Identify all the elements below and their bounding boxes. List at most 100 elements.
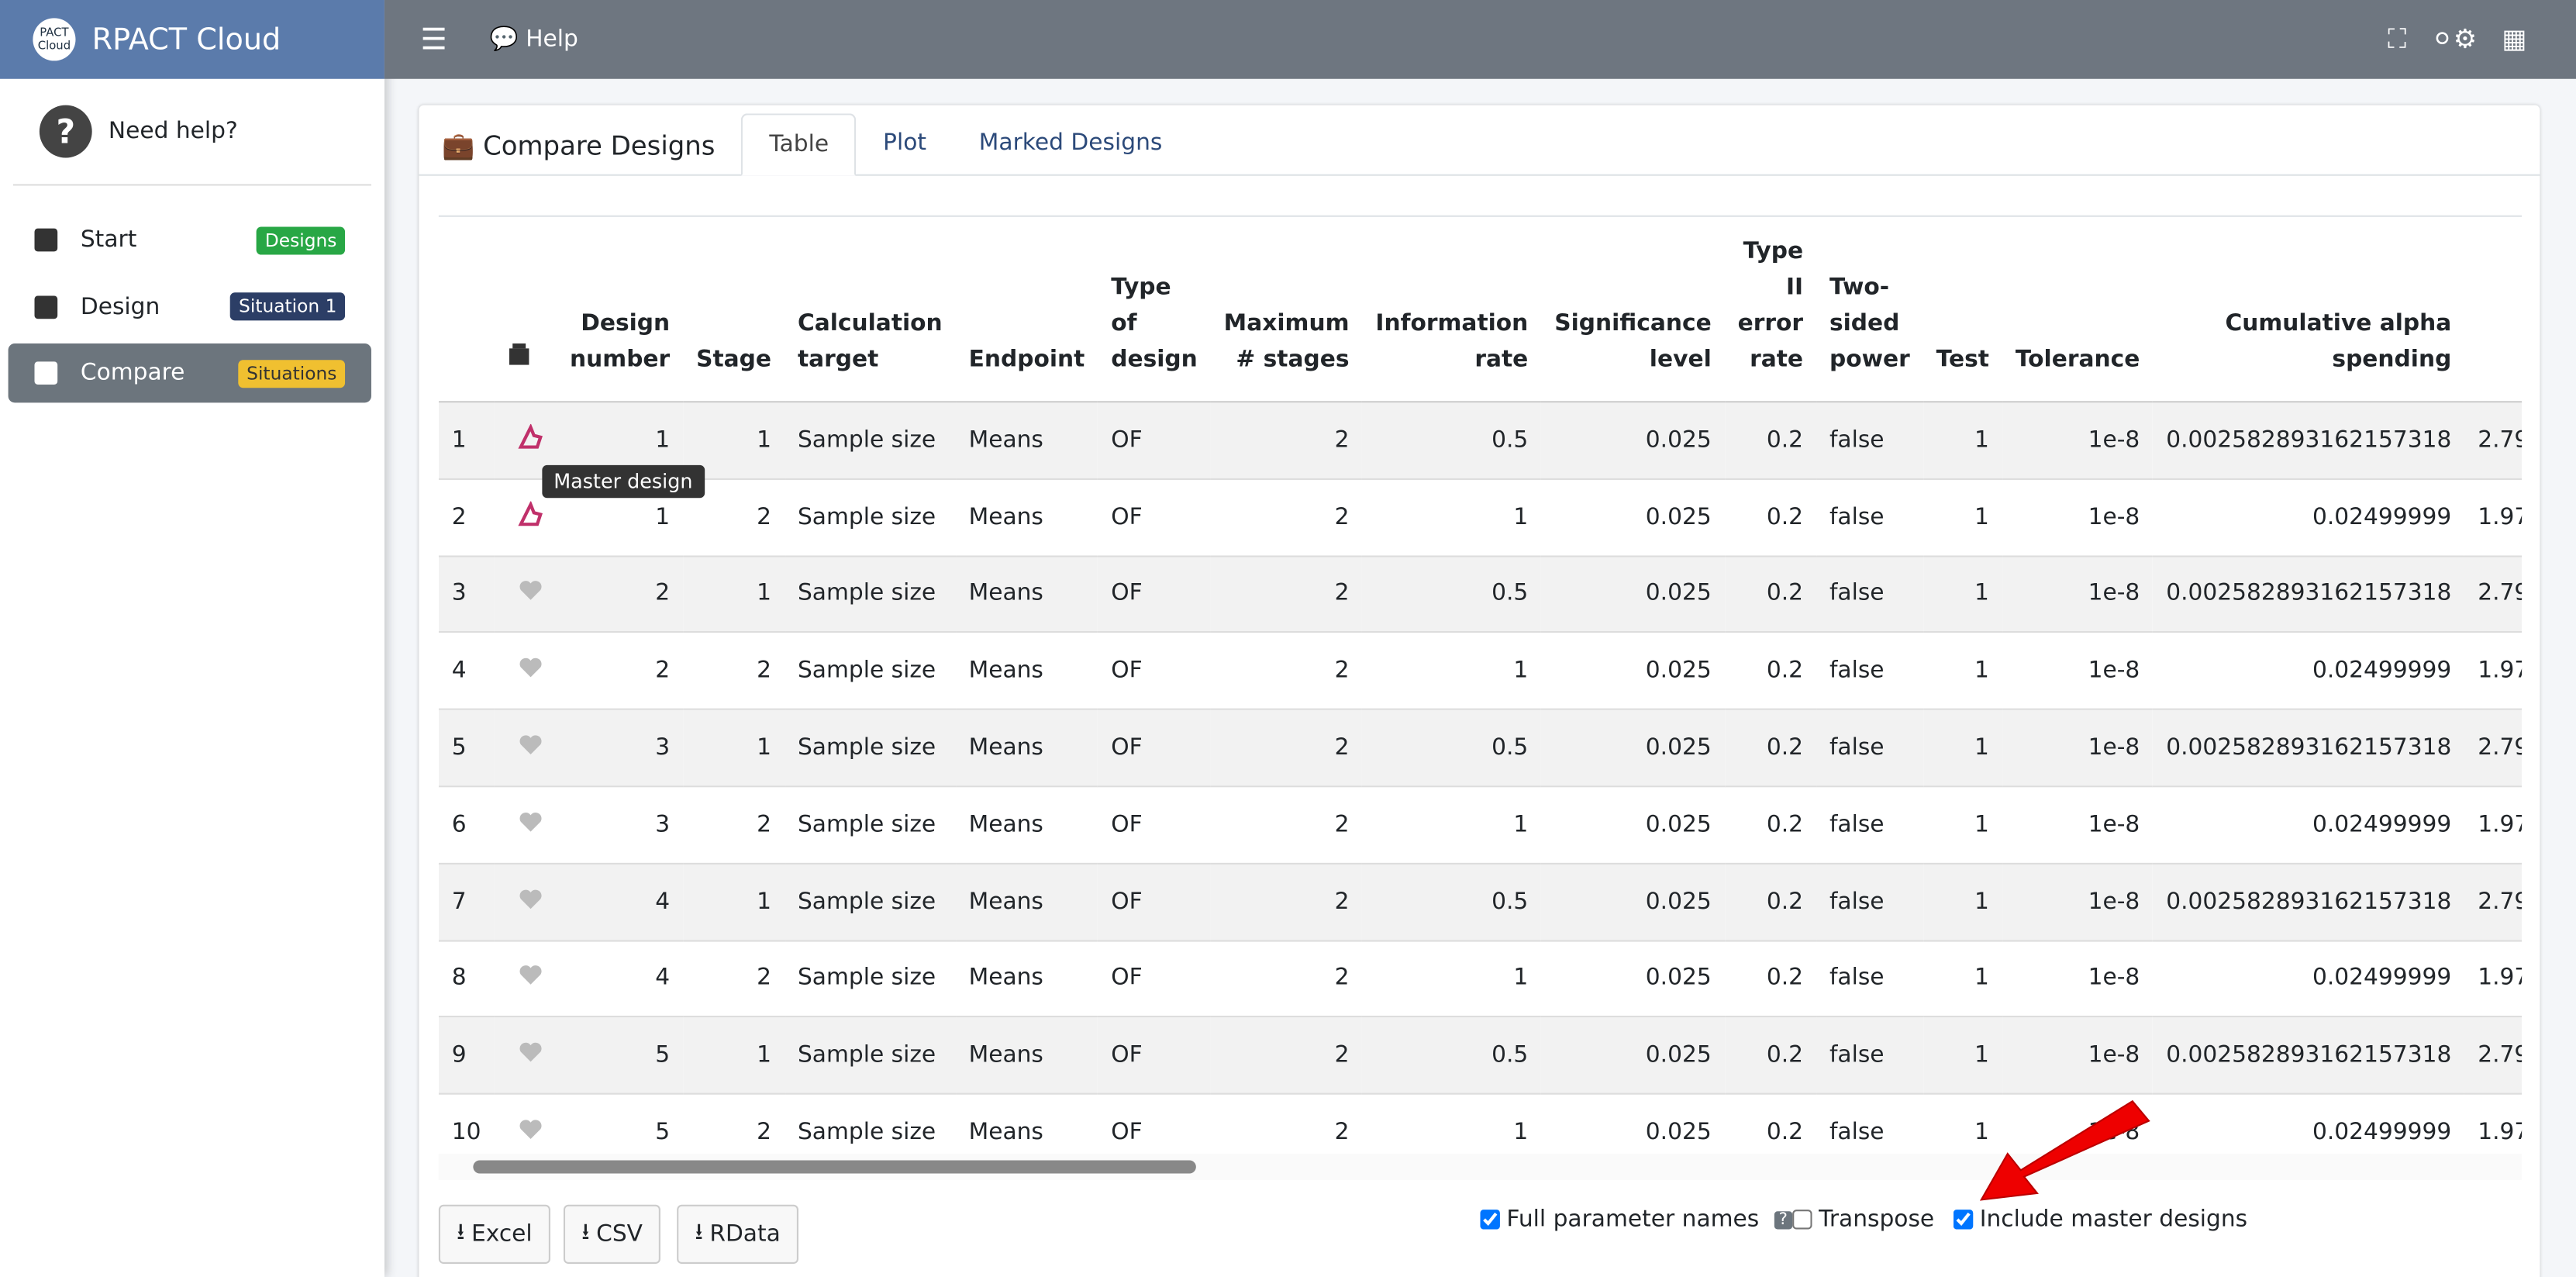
scroll-thumb[interactable] [473, 1160, 1196, 1174]
cell: false [1816, 939, 1923, 1017]
cell: 0.2 [1724, 631, 1817, 710]
nav-item[interactable]: Compare Situations [8, 343, 371, 403]
column-header[interactable]: Two-sided power [1816, 216, 1923, 403]
master-icon[interactable] [517, 499, 543, 527]
column-header[interactable]: Significance level [1541, 216, 1725, 403]
heart-icon[interactable] [517, 656, 543, 679]
cell: false [1816, 478, 1923, 556]
cell: 1e-8 [2002, 478, 2154, 556]
heart-icon[interactable] [517, 579, 543, 602]
scrollbar[interactable] [438, 1154, 2523, 1180]
tabs: Table Plot Marked Designs [741, 113, 1188, 176]
menu-toggle[interactable]: ☰ [420, 22, 447, 57]
cell: 1 [1923, 631, 2002, 710]
column-header[interactable]: Type II error rate [1724, 216, 1817, 403]
cell: 0.5 [1362, 862, 1542, 940]
tab[interactable]: Table [741, 113, 857, 176]
cell: 3 [557, 785, 684, 864]
cell: Sample size [784, 401, 956, 479]
column-header[interactable]: Tolerance [2002, 216, 2154, 403]
help-link[interactable]: 💬 Help [489, 26, 578, 53]
heart-icon[interactable] [517, 810, 543, 834]
brand[interactable]: PACT Cloud RPACT Cloud [0, 0, 385, 79]
cell: 2 [438, 478, 495, 556]
cell: 2.79650968146 [2464, 862, 2523, 940]
column-header[interactable] [494, 216, 557, 403]
table-row: 6 3 2 Sample size Means OF 2 1 0.025 0.2 false 1 1e-… [438, 785, 2523, 864]
option[interactable]: Transpose [1792, 1206, 1934, 1233]
nav-badge: Designs [257, 226, 346, 254]
cell: Means [955, 939, 1098, 1017]
heart-icon[interactable] [517, 1118, 543, 1141]
checkbox[interactable] [1953, 1210, 1974, 1230]
cell: 1e-8 [2002, 939, 2154, 1017]
cell: 0.025 [1541, 478, 1725, 556]
column-header[interactable]: Test [1923, 216, 2002, 403]
need-help[interactable]: ? Need help? [12, 79, 371, 186]
cell: Sample size [784, 1016, 956, 1095]
option[interactable]: Full parameter names? [1480, 1206, 1793, 1233]
cell: 1 [1923, 939, 2002, 1017]
header-icon [509, 343, 529, 365]
option[interactable]: Include master designs [1953, 1206, 2247, 1233]
column-header[interactable] [438, 216, 495, 403]
cell: 0.025 [1541, 1016, 1725, 1095]
help-badge[interactable]: ? [1774, 1210, 1793, 1229]
heart-icon[interactable] [517, 887, 543, 910]
nav-item[interactable]: Start Designs [9, 210, 371, 269]
top-icons[interactable]: ⛶ ⚪⚙ ▦ [2388, 22, 2527, 54]
cell: 0.02499999 [2153, 478, 2465, 556]
cell: Means [955, 478, 1098, 556]
column-header[interactable]: Calculation target [784, 216, 956, 403]
cell: false [1816, 862, 1923, 940]
column-header[interactable]: Maximum # stages [1210, 216, 1363, 403]
heart-icon[interactable] [517, 964, 543, 987]
download-button[interactable]: ⭳ Excel [438, 1204, 550, 1265]
tab[interactable]: Marked Designs [978, 129, 1163, 157]
cell [494, 554, 557, 633]
heart-icon[interactable] [517, 733, 543, 757]
tab[interactable]: Plot [883, 129, 926, 157]
column-header[interactable]: Critical v [2464, 216, 2523, 403]
heart-icon[interactable] [517, 1041, 543, 1064]
cell: 0.2 [1724, 862, 1817, 940]
nav-icon [34, 361, 58, 385]
cell: Means [955, 708, 1098, 787]
cell: 2 [1210, 862, 1363, 940]
cell: 0.002582893162157318 [2153, 1016, 2465, 1095]
cell: 2.79650968146 [2464, 401, 2523, 479]
download-button[interactable]: ⭳ RData [677, 1204, 799, 1265]
cell: OF [1098, 708, 1211, 787]
cell: 0.025 [1541, 401, 1725, 479]
column-header[interactable]: Type of design [1098, 216, 1211, 403]
cell: Sample size [784, 631, 956, 710]
cell: 3 [557, 708, 684, 787]
cell [494, 862, 557, 940]
column-header[interactable]: Information rate [1362, 216, 1542, 403]
cell: 1 [1923, 862, 2002, 940]
column-header[interactable]: Stage [683, 216, 785, 403]
cell: OF [1098, 554, 1211, 633]
checkbox[interactable] [1792, 1210, 1812, 1230]
cell: 1.97743095941 [2464, 478, 2523, 556]
cell [494, 708, 557, 787]
cell: 2 [1210, 708, 1363, 787]
cell: 0.2 [1724, 1016, 1817, 1095]
cell: 0.025 [1541, 939, 1725, 1017]
download-button[interactable]: ⭳ CSV [563, 1204, 661, 1265]
help-text: Help [526, 26, 578, 53]
checkbox[interactable] [1480, 1210, 1500, 1230]
table-row: 1 1 1 Sample size Means OF 2 0.5 0.025 0.2 false 1 1… [438, 401, 2523, 479]
cell: 1e-8 [2002, 401, 2154, 479]
cell: 9 [438, 1016, 495, 1095]
cell: 0.2 [1724, 554, 1817, 633]
column-header[interactable]: Design number [557, 216, 684, 403]
cell: 0.002582893162157318 [2153, 708, 2465, 787]
button-label: RData [709, 1220, 781, 1248]
column-header[interactable]: Endpoint [955, 216, 1098, 403]
card: 💼 Compare Designs Table Plot Marked Design… [419, 105, 2540, 1277]
column-header[interactable]: Cumulative alpha spending [2153, 216, 2465, 403]
nav-item[interactable]: Design Situation 1 [9, 277, 371, 336]
nav-badge: Situations [238, 359, 346, 388]
master-icon[interactable] [517, 423, 543, 450]
